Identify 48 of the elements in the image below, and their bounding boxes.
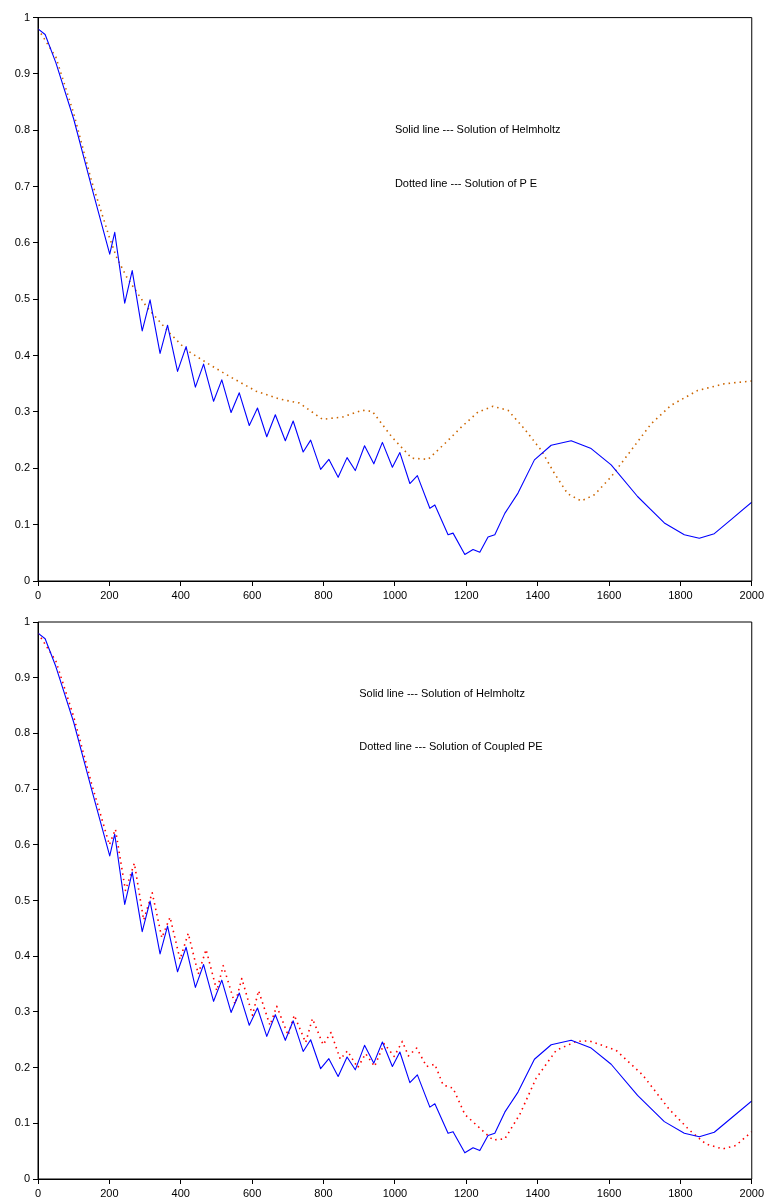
y-tick-label: 0.8 xyxy=(14,726,30,739)
x-tick-label: 1200 xyxy=(454,588,479,601)
y-tick-label: 0.3 xyxy=(14,1004,30,1017)
x-tick-label: 1800 xyxy=(668,1186,693,1199)
x-tick-label: 1000 xyxy=(382,588,408,601)
x-tick-label: 1800 xyxy=(668,588,693,601)
annotation: Dotted line --- Solution of P E xyxy=(394,176,538,189)
y-tick-label: 0.7 xyxy=(14,782,30,795)
x-tick-label: 800 xyxy=(314,1186,333,1199)
y-tick-label: 0.7 xyxy=(14,179,30,192)
x-tick-label: 1600 xyxy=(596,1186,622,1199)
y-tick-label: 0.2 xyxy=(14,1060,30,1073)
y-tick-label: 0.6 xyxy=(14,235,30,248)
annotation: Dotted line --- Solution of Coupled PE xyxy=(359,740,543,753)
y-tick-label: 0.4 xyxy=(14,949,30,962)
y-tick-label: 0.3 xyxy=(14,405,30,418)
x-tick-label: 400 xyxy=(171,588,190,601)
y-tick-label: 0.9 xyxy=(14,670,30,683)
x-tick-label: 0 xyxy=(34,588,42,601)
annotation: Solid line --- Solution of Helmholtz xyxy=(394,123,561,136)
x-tick-label: 1600 xyxy=(596,588,622,601)
x-tick-label: 600 xyxy=(242,1186,262,1199)
annotation: Solid line --- Solution of Helmholtz xyxy=(359,687,525,700)
x-tick-label: 1000 xyxy=(382,1186,408,1199)
x-tick-label: 400 xyxy=(171,1186,190,1199)
y-tick-label: 0.8 xyxy=(14,123,30,136)
y-tick-label: 0.5 xyxy=(14,292,30,305)
y-tick-label: 0.1 xyxy=(14,517,30,530)
x-tick-label: 600 xyxy=(242,588,262,601)
y-tick-label: 1 xyxy=(23,10,30,23)
x-tick-label: 200 xyxy=(100,1186,119,1199)
y-tick-label: 0.4 xyxy=(14,348,30,361)
y-tick-label: 0.9 xyxy=(14,66,30,79)
x-tick-label: 1400 xyxy=(525,1186,550,1199)
x-tick-label: 800 xyxy=(314,588,333,601)
y-tick-label: 0 xyxy=(23,574,30,587)
x-tick-label: 200 xyxy=(100,588,119,601)
x-tick-label: 1200 xyxy=(454,1186,479,1199)
x-tick-label: 1400 xyxy=(525,588,550,601)
y-tick-label: 0.2 xyxy=(14,461,30,474)
y-tick-label: 0.1 xyxy=(14,1116,30,1129)
y-tick-label: 0.5 xyxy=(14,893,30,906)
y-tick-label: 0.6 xyxy=(14,837,30,850)
x-tick-label: 2000 xyxy=(739,1186,765,1199)
x-tick-label: 0 xyxy=(34,1186,42,1199)
y-tick-label: 1 xyxy=(23,615,30,628)
y-tick-label: 0 xyxy=(23,1172,30,1185)
x-tick-label: 2000 xyxy=(739,588,765,601)
